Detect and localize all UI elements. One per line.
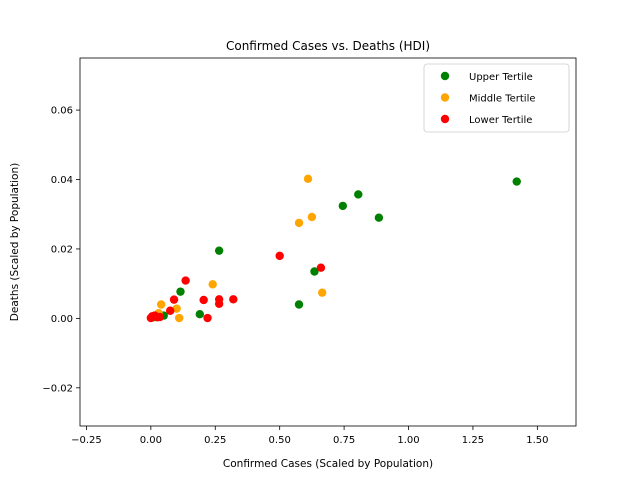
x-tick-label: 0.00 — [140, 435, 162, 446]
x-axis-label: Confirmed Cases (Scaled by Population) — [223, 458, 433, 470]
legend-marker — [440, 71, 450, 81]
data-point — [175, 313, 184, 323]
data-point — [294, 300, 304, 309]
axes: −0.25 0.00 0.25 0.50 0.75 1.00 1.25 1.50 −0.02 0.… — [42, 57, 577, 446]
data-point — [181, 276, 190, 285]
y-tick-label: 0.02 — [51, 244, 73, 255]
data-point — [176, 287, 185, 296]
data-point — [208, 280, 217, 289]
data-point — [229, 295, 238, 304]
data-point — [156, 300, 166, 309]
data-point — [374, 213, 384, 222]
x-tick-label: 1.00 — [397, 435, 419, 446]
data-point — [155, 312, 165, 322]
data-point — [195, 310, 205, 319]
legend-label: Middle Tertile — [469, 94, 536, 105]
x-tick-label: 0.25 — [204, 435, 226, 446]
y-tick-label: −0.02 — [42, 383, 73, 394]
chart-title: Confirmed Cases vs. Deaths (HDI) — [226, 39, 430, 53]
data-point — [354, 190, 363, 199]
data-point — [512, 177, 521, 186]
data-point — [214, 299, 224, 308]
x-tick-label: 1.50 — [526, 435, 548, 446]
data-point — [199, 295, 208, 305]
legend: Upper Tertile Middle Tertile Lower Tertile — [423, 63, 570, 133]
y-tick-label: 0.04 — [51, 175, 73, 186]
y-axis-label: Deaths (Scaled by Population) — [9, 163, 21, 321]
data-point — [307, 212, 317, 222]
x-tick-label: 1.25 — [462, 435, 484, 446]
legend-box — [423, 63, 570, 133]
data-point — [303, 174, 313, 184]
data-point — [147, 312, 157, 321]
data-point — [172, 304, 181, 313]
data-point — [338, 201, 348, 211]
axes-frame — [79, 57, 577, 427]
plot-area — [146, 174, 521, 323]
x-tick-label: 0.75 — [333, 435, 355, 446]
x-tick-label: −0.25 — [71, 435, 102, 446]
data-point — [165, 306, 175, 315]
y-tick-label: 0.00 — [51, 314, 73, 325]
data-point — [169, 295, 179, 304]
data-point — [294, 218, 304, 228]
data-point — [275, 251, 284, 261]
legend-marker — [440, 93, 450, 102]
data-point — [214, 246, 224, 255]
data-point — [203, 313, 212, 323]
data-point — [310, 267, 319, 276]
y-tick-label: 0.06 — [51, 106, 73, 117]
legend-marker — [440, 114, 450, 124]
data-point — [316, 263, 326, 272]
data-point — [318, 288, 327, 297]
legend-label: Upper Tertile — [469, 72, 533, 83]
x-tick-label: 0.50 — [269, 435, 291, 446]
legend-label: Lower Tertile — [469, 115, 532, 126]
